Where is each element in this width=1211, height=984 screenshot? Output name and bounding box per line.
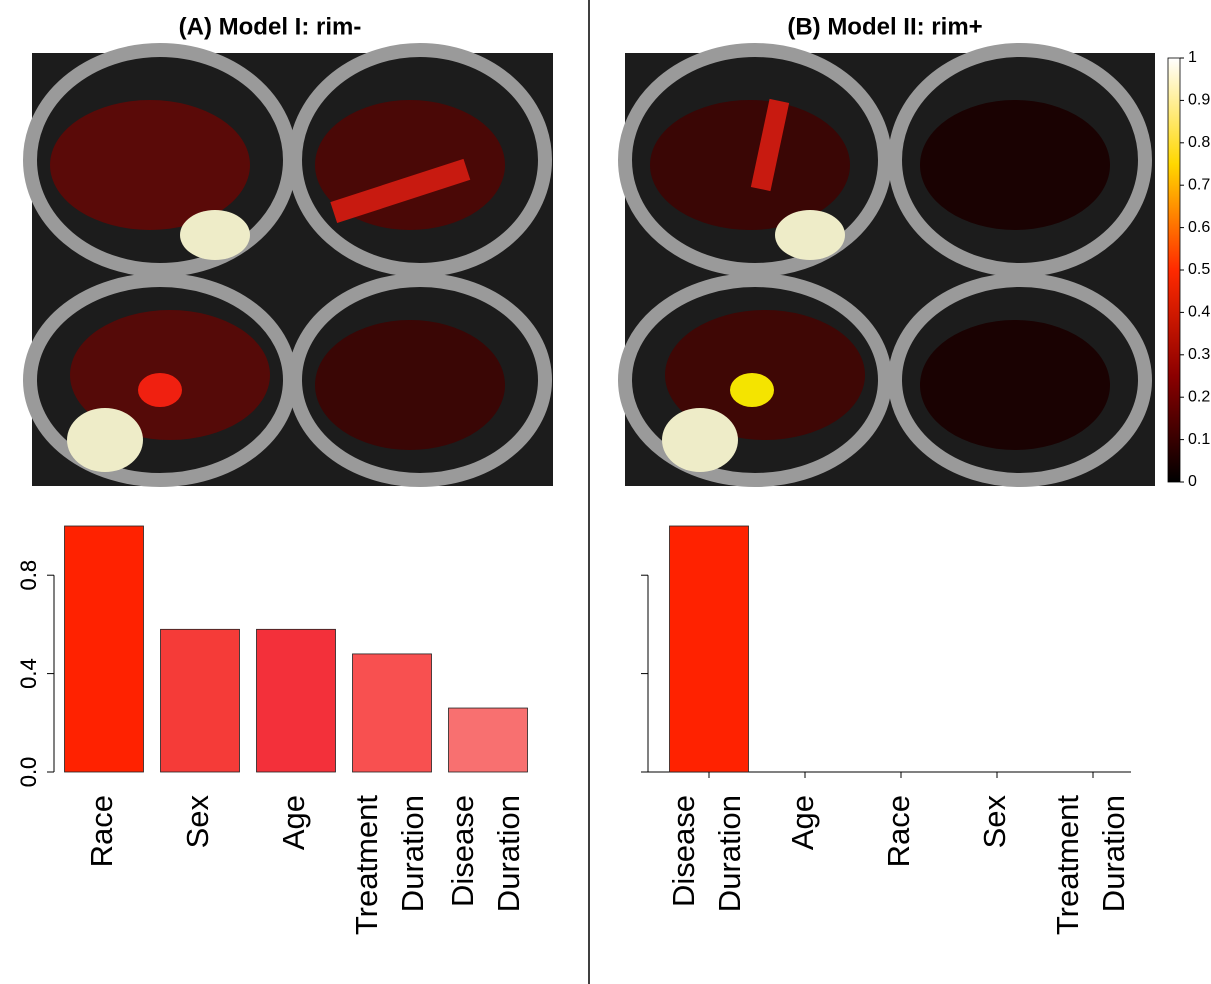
x-tick-label: Disease Duration — [666, 795, 747, 912]
bar — [256, 628, 336, 773]
bar — [669, 525, 749, 773]
colorbar-tick-label: 0.5 — [1188, 261, 1210, 278]
bar — [352, 653, 432, 773]
bar — [448, 707, 528, 773]
y-tick-label: 0.4 — [16, 658, 41, 689]
colorbar-tick-label: 0.9 — [1188, 92, 1210, 109]
x-tick-label: Race — [84, 795, 119, 867]
x-tick-label: Sex — [977, 795, 1012, 849]
y-tick-label: 0.8 — [16, 560, 41, 591]
y-tick-label: 0.4 — [16, 658, 41, 689]
y-tick-label: 0.8 — [16, 560, 41, 591]
bar — [64, 525, 144, 773]
x-tick-label: Race — [881, 795, 916, 867]
colorbar-tick-label: 0.2 — [1188, 388, 1210, 405]
colorbar-tick-label: 1 — [1188, 49, 1197, 66]
brain-images-a — [23, 43, 553, 487]
colorbar-tick-label: 0.6 — [1188, 219, 1210, 236]
x-tick-label: Age — [785, 795, 820, 850]
x-tick-label: Disease Duration — [445, 795, 526, 912]
brain-images-b — [618, 43, 1155, 487]
colorbar-tick-label: 0.3 — [1188, 346, 1210, 363]
colorbar-tick-label: 0.7 — [1188, 176, 1210, 193]
x-tick-label: Treatment Duration — [349, 795, 430, 936]
x-tick-label: Age — [276, 795, 311, 850]
colorbar-tick-label: 0 — [1188, 473, 1197, 490]
x-tick-label: Sex — [180, 795, 215, 849]
colorbar-tick-label: 0.1 — [1188, 431, 1210, 448]
y-tick-label: 0.0 — [16, 757, 41, 788]
y-tick-label: 0.0 — [16, 757, 41, 788]
chart-title: (A) Model I: rim- — [179, 13, 362, 40]
colorbar — [1167, 57, 1181, 483]
x-tick-label: Treatment Duration — [1050, 795, 1131, 936]
colorbar-tick-label: 0.8 — [1188, 134, 1210, 151]
bar — [160, 628, 240, 773]
chart-title: (B) Model II: rim+ — [787, 13, 982, 40]
colorbar-tick-label: 0.4 — [1188, 304, 1210, 321]
